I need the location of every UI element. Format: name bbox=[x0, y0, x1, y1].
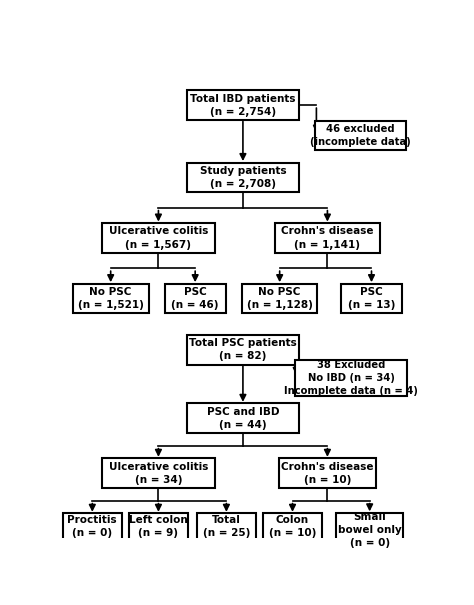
Text: PSC
(n = 46): PSC (n = 46) bbox=[172, 287, 219, 310]
Text: Left colon
(n = 9): Left colon (n = 9) bbox=[129, 515, 188, 538]
FancyBboxPatch shape bbox=[129, 513, 188, 540]
FancyBboxPatch shape bbox=[102, 223, 215, 253]
Text: PSC and IBD
(n = 44): PSC and IBD (n = 44) bbox=[207, 407, 279, 430]
Text: No PSC
(n = 1,521): No PSC (n = 1,521) bbox=[78, 287, 144, 310]
FancyBboxPatch shape bbox=[187, 90, 299, 120]
FancyBboxPatch shape bbox=[197, 513, 256, 540]
FancyBboxPatch shape bbox=[337, 513, 403, 548]
FancyBboxPatch shape bbox=[275, 223, 380, 253]
Text: Small
bowel only
(n = 0): Small bowel only (n = 0) bbox=[338, 512, 401, 548]
Text: Crohn's disease
(n = 10): Crohn's disease (n = 10) bbox=[281, 462, 374, 485]
FancyBboxPatch shape bbox=[63, 513, 122, 540]
FancyBboxPatch shape bbox=[73, 284, 148, 313]
Text: Total PSC patients
(n = 82): Total PSC patients (n = 82) bbox=[189, 338, 297, 361]
FancyBboxPatch shape bbox=[263, 513, 322, 540]
Text: PSC
(n = 13): PSC (n = 13) bbox=[348, 287, 395, 310]
FancyBboxPatch shape bbox=[187, 163, 299, 192]
FancyBboxPatch shape bbox=[187, 335, 299, 365]
FancyBboxPatch shape bbox=[164, 284, 226, 313]
FancyBboxPatch shape bbox=[187, 404, 299, 433]
FancyBboxPatch shape bbox=[315, 121, 406, 149]
FancyBboxPatch shape bbox=[341, 284, 402, 313]
Text: Total
(n = 25): Total (n = 25) bbox=[203, 515, 250, 538]
FancyBboxPatch shape bbox=[242, 284, 318, 313]
FancyBboxPatch shape bbox=[279, 459, 376, 488]
FancyBboxPatch shape bbox=[295, 359, 408, 396]
FancyBboxPatch shape bbox=[102, 459, 215, 488]
Text: 38 Excluded
No IBD (n = 34)
Incomplete data (n = 4): 38 Excluded No IBD (n = 34) Incomplete d… bbox=[284, 359, 418, 396]
Text: Ulcerative colitis
(n = 34): Ulcerative colitis (n = 34) bbox=[109, 462, 208, 485]
Text: 46 excluded
(incomplete data): 46 excluded (incomplete data) bbox=[310, 124, 411, 147]
Text: Study patients
(n = 2,708): Study patients (n = 2,708) bbox=[200, 166, 286, 189]
Text: Colon
(n = 10): Colon (n = 10) bbox=[269, 515, 316, 538]
Text: Ulcerative colitis
(n = 1,567): Ulcerative colitis (n = 1,567) bbox=[109, 226, 208, 250]
Text: No PSC
(n = 1,128): No PSC (n = 1,128) bbox=[247, 287, 312, 310]
Text: Proctitis
(n = 0): Proctitis (n = 0) bbox=[67, 515, 117, 538]
Text: Total IBD patients
(n = 2,754): Total IBD patients (n = 2,754) bbox=[190, 94, 296, 117]
Text: Crohn's disease
(n = 1,141): Crohn's disease (n = 1,141) bbox=[281, 226, 374, 250]
